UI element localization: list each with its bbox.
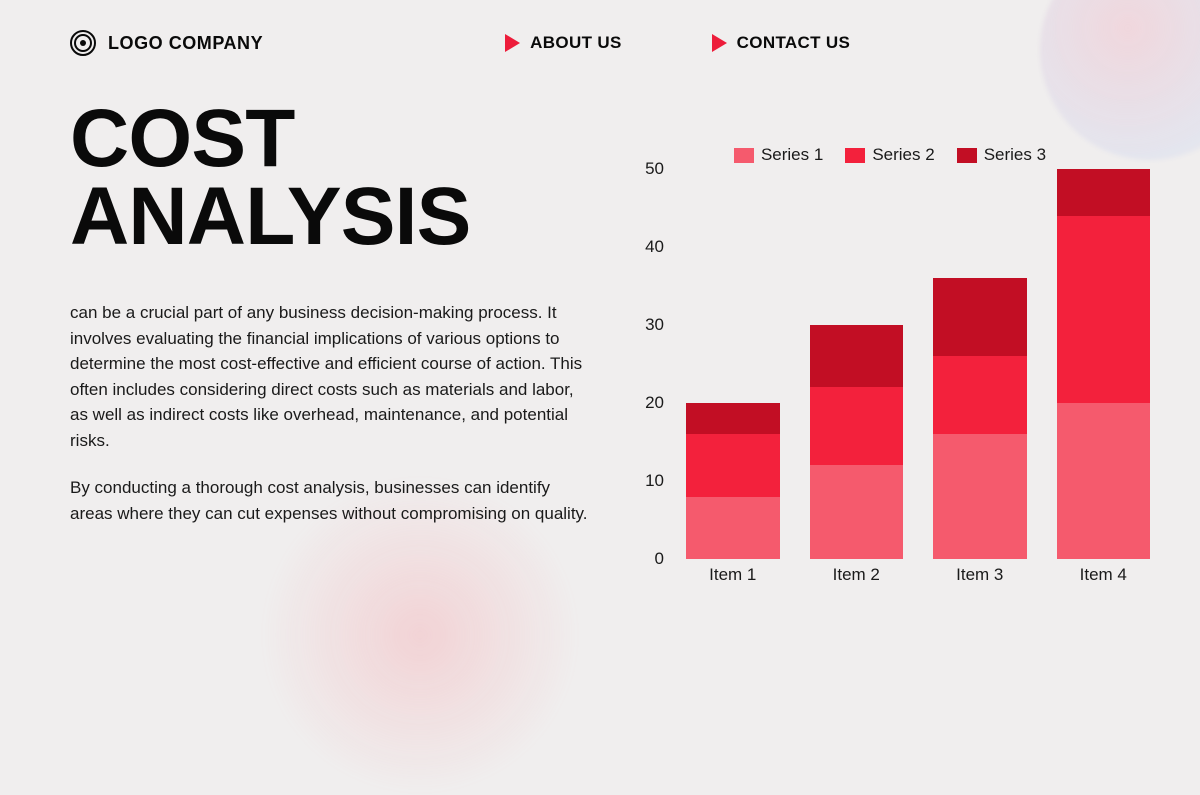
bar-segment [933,278,1027,356]
play-icon [712,34,727,52]
x-tick-label: Item 3 [933,565,1027,585]
page-title: COST ANALYSIS [70,100,471,256]
bar [686,403,780,559]
bar-segment [933,434,1027,559]
y-tick-label: 40 [620,237,664,257]
y-tick-label: 0 [620,549,664,569]
legend-item: Series 1 [734,145,823,165]
title-line-2: ANALYSIS [70,171,471,262]
x-tick-label: Item 2 [810,565,904,585]
paragraph-1: can be a crucial part of any business de… [70,300,590,453]
play-icon [505,34,520,52]
chart-legend: Series 1 Series 2 Series 3 [620,145,1160,165]
body-text: can be a crucial part of any business de… [70,300,590,548]
bar-segment [686,497,780,559]
legend-swatch [734,148,754,163]
nav-label: ABOUT US [530,33,622,53]
x-tick-label: Item 4 [1057,565,1151,585]
legend-swatch [957,148,977,163]
chart-plot-area: 01020304050 [676,169,1160,559]
legend-item: Series 3 [957,145,1046,165]
legend-label: Series 3 [984,145,1046,165]
legend-label: Series 1 [761,145,823,165]
legend-item: Series 2 [845,145,934,165]
y-tick-label: 10 [620,471,664,491]
y-tick-label: 30 [620,315,664,335]
x-tick-label: Item 1 [686,565,780,585]
bar-segment [810,387,904,465]
bar-segment [686,403,780,434]
bar-segment [1057,216,1151,403]
bar-segment [1057,169,1151,216]
bar [933,278,1027,559]
bar-segment [933,356,1027,434]
cost-chart: Series 1Series 2Series 3 01020304050 Ite… [620,145,1160,600]
x-axis: Item 1 Item 2 Item 3 Item 4 [676,559,1160,585]
nav-contact-us[interactable]: CONTACT US [712,33,851,53]
nav-label: CONTACT US [737,33,851,53]
y-axis: 01020304050 [620,169,670,559]
y-tick-label: 20 [620,393,664,413]
nav: ABOUT US CONTACT US [505,33,850,53]
bars-container [676,169,1160,559]
legend-swatch [845,148,865,163]
decorative-blob-top-right [1040,0,1200,160]
legend-label: Series 2 [872,145,934,165]
y-tick-label: 50 [620,159,664,179]
nav-about-us[interactable]: ABOUT US [505,33,622,53]
header: LOGO COMPANY ABOUT US CONTACT US [70,30,1130,56]
bar-segment [810,325,904,387]
paragraph-2: By conducting a thorough cost analysis, … [70,475,590,526]
logo-text: LOGO COMPANY [108,33,263,54]
logo-icon [70,30,96,56]
bar-segment [810,465,904,559]
bar-segment [1057,403,1151,559]
bar [810,325,904,559]
bar [1057,169,1151,559]
bar-segment [686,434,780,496]
